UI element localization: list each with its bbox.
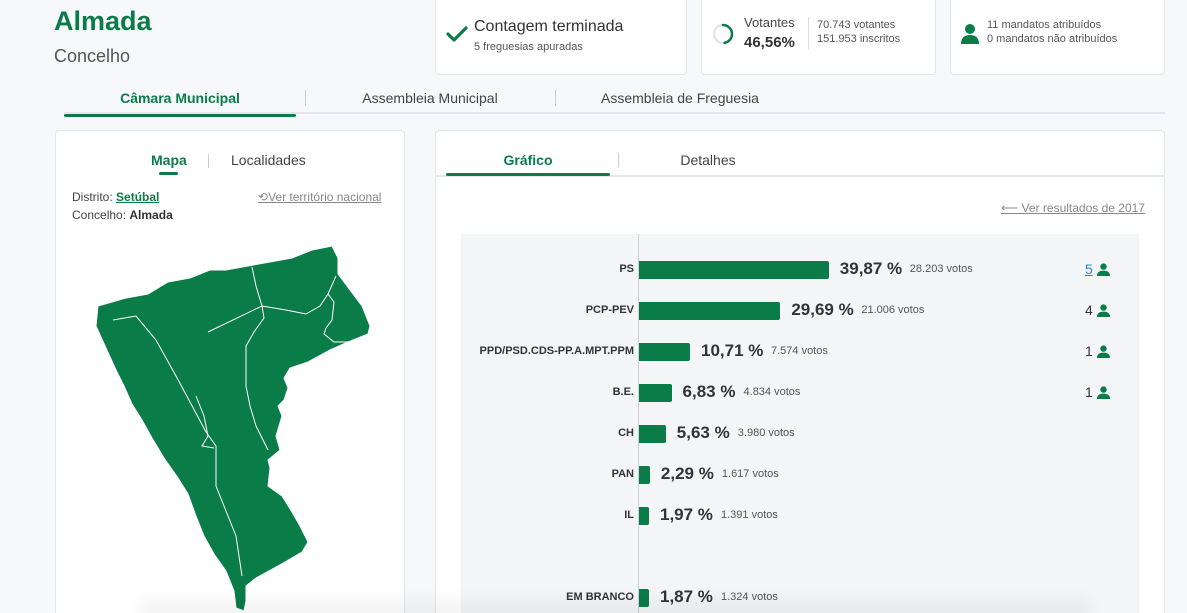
council-value: Almada — [129, 208, 173, 222]
person-icon — [1097, 386, 1110, 399]
tab-localidades[interactable]: Localidades — [231, 152, 306, 168]
party-name: PAN — [611, 468, 634, 480]
council-line: Concelho: Almada — [72, 208, 173, 222]
results-panel: Gráfico Detalhes ⟵ Ver resultados de 201… — [435, 130, 1165, 613]
turnout-percent: 46,56% — [744, 34, 795, 51]
chart-axis-line — [638, 234, 639, 613]
tab-mapa[interactable]: Mapa — [151, 152, 187, 168]
result-bar — [639, 425, 666, 443]
result-bar — [639, 261, 829, 279]
council-label: Concelho: — [72, 208, 127, 222]
tab-grafico[interactable]: Gráfico — [503, 152, 553, 168]
result-bar — [639, 302, 781, 320]
result-votes: 1.391 votos — [721, 509, 778, 521]
turnout-ring-icon — [712, 23, 734, 45]
person-icon — [1097, 263, 1110, 276]
mandates-unassigned: 0 mandatos não atribuídos — [987, 33, 1118, 45]
party-row: IL 1,97 % 1.391 votos — [461, 504, 1139, 526]
bottom-shadow — [140, 598, 1090, 613]
voters-count: 70.743 votantes — [817, 19, 896, 31]
person-icon — [1097, 304, 1110, 317]
party-row: B.E. 6,83 % 4.834 votos 1 — [461, 381, 1139, 403]
result-bar — [639, 589, 649, 607]
district-link[interactable]: Setúbal — [116, 190, 160, 204]
seat-count[interactable]: 5 — [1085, 261, 1093, 277]
result-bar — [639, 507, 649, 525]
party-row: EM BRANCO 1,87 % 1.324 votos — [461, 586, 1139, 608]
result-votes: 1.324 votos — [721, 591, 778, 603]
seat-count: 4 — [1085, 302, 1093, 318]
party-name: IL — [624, 509, 634, 521]
person-icon — [1097, 345, 1110, 358]
active-tab-underline — [446, 173, 610, 176]
result-votes: 4.834 votos — [743, 386, 801, 398]
party-name: PCP-PEV — [585, 304, 634, 316]
page-title: Almada — [54, 6, 152, 36]
result-bar — [639, 343, 690, 361]
tab-assembleia-municipal[interactable]: Assembleia Municipal — [362, 90, 498, 106]
mandates-assigned: 11 mandatos atribuídos — [987, 19, 1102, 31]
tab-divider — [555, 90, 556, 106]
council-map-shape[interactable] — [95, 245, 371, 612]
result-percent: 29,69 % — [791, 300, 854, 319]
result-bar — [639, 384, 672, 402]
result-votes: 21.006 votos — [861, 304, 925, 316]
party-row: CH 5,63 % 3.980 votos — [461, 422, 1139, 444]
check-icon — [446, 26, 468, 42]
tab-camara-municipal[interactable]: Câmara Municipal — [64, 90, 296, 117]
page-subtitle: Concelho — [54, 46, 131, 66]
party-name: PS — [619, 263, 634, 275]
party-row: PCP-PEV 29,69 % 21.006 votos 4 — [461, 299, 1139, 321]
arrow-left-icon: ⟵ — [1001, 201, 1022, 215]
seat-count: 1 — [1085, 384, 1093, 400]
national-territory-link[interactable]: ⟲Ver território nacional — [258, 190, 381, 204]
person-icon — [961, 24, 979, 44]
divider — [808, 17, 809, 49]
previous-results-label: Ver resultados de 2017 — [1021, 201, 1145, 215]
result-percent: 5,63 % — [676, 423, 730, 442]
party-name: EM BRANCO — [566, 591, 634, 603]
count-status-card: Contagem terminada 5 freguesias apuradas — [435, 0, 687, 75]
party-row: PS 39,87 % 28.203 votos 5 — [461, 258, 1139, 280]
result-votes: 1.617 votos — [721, 468, 779, 480]
party-row: PAN 2,29 % 1.617 votos — [461, 463, 1139, 485]
result-votes: 7.574 votos — [770, 345, 828, 357]
council-map[interactable] — [86, 236, 386, 613]
seat-count: 1 — [1085, 343, 1093, 359]
district-label: Distrito: — [72, 190, 113, 204]
party-name: B.E. — [612, 386, 634, 398]
tab-detalhes[interactable]: Detalhes — [680, 152, 736, 168]
party-name: PPD/PSD.CDS-PP.A.MPT.PPM — [479, 345, 634, 357]
results-view-tabs: Gráfico Detalhes — [436, 131, 1164, 177]
result-percent: 1,97 % — [660, 505, 713, 524]
result-percent: 2,29 % — [660, 464, 714, 483]
results-chart: PS 39,87 % 28.203 votos 5 PCP-PEV 29,69 % 21.0… — [461, 234, 1139, 613]
turnout-card: Votantes 46,56% 70.743 votantes 151.953 … — [701, 0, 936, 75]
undo-icon: ⟲ — [258, 190, 269, 204]
party-row: PPD/PSD.CDS-PP.A.MPT.PPM 10,71 % 7.574 vot… — [461, 340, 1139, 362]
registered-count: 151.953 inscritos — [817, 33, 901, 45]
result-bar — [639, 466, 650, 484]
tab-divider — [305, 90, 306, 106]
result-percent: 1,87 % — [660, 587, 713, 606]
election-body-tabs: Câmara Municipal Assembleia Municipal As… — [64, 82, 1165, 117]
result-votes: 3.980 votos — [737, 427, 795, 439]
result-percent: 6,83 % — [682, 382, 736, 401]
tab-divider — [208, 154, 209, 168]
result-percent: 10,71 % — [700, 341, 764, 360]
map-panel: Mapa Localidades Distrito: Setúbal Conce… — [55, 130, 405, 613]
turnout-label: Votantes — [744, 15, 795, 30]
previous-results-link[interactable]: ⟵ Ver resultados de 2017 — [1001, 201, 1145, 215]
active-tab-underline — [159, 172, 178, 175]
parishes-counted: 5 freguesias apuradas — [474, 41, 583, 53]
tab-assembleia-freguesia[interactable]: Assembleia de Freguesia — [601, 90, 759, 106]
tab-divider — [618, 153, 619, 167]
party-name: CH — [618, 427, 634, 439]
count-status-text: Contagem terminada — [474, 18, 624, 35]
mandates-card: 11 mandatos atribuídos 0 mandatos não at… — [950, 0, 1165, 75]
national-territory-label: Ver território nacional — [268, 190, 382, 204]
result-votes: 28.203 votos — [909, 263, 973, 275]
result-percent: 39,87 % — [839, 259, 903, 278]
district-line: Distrito: Setúbal — [72, 190, 159, 204]
